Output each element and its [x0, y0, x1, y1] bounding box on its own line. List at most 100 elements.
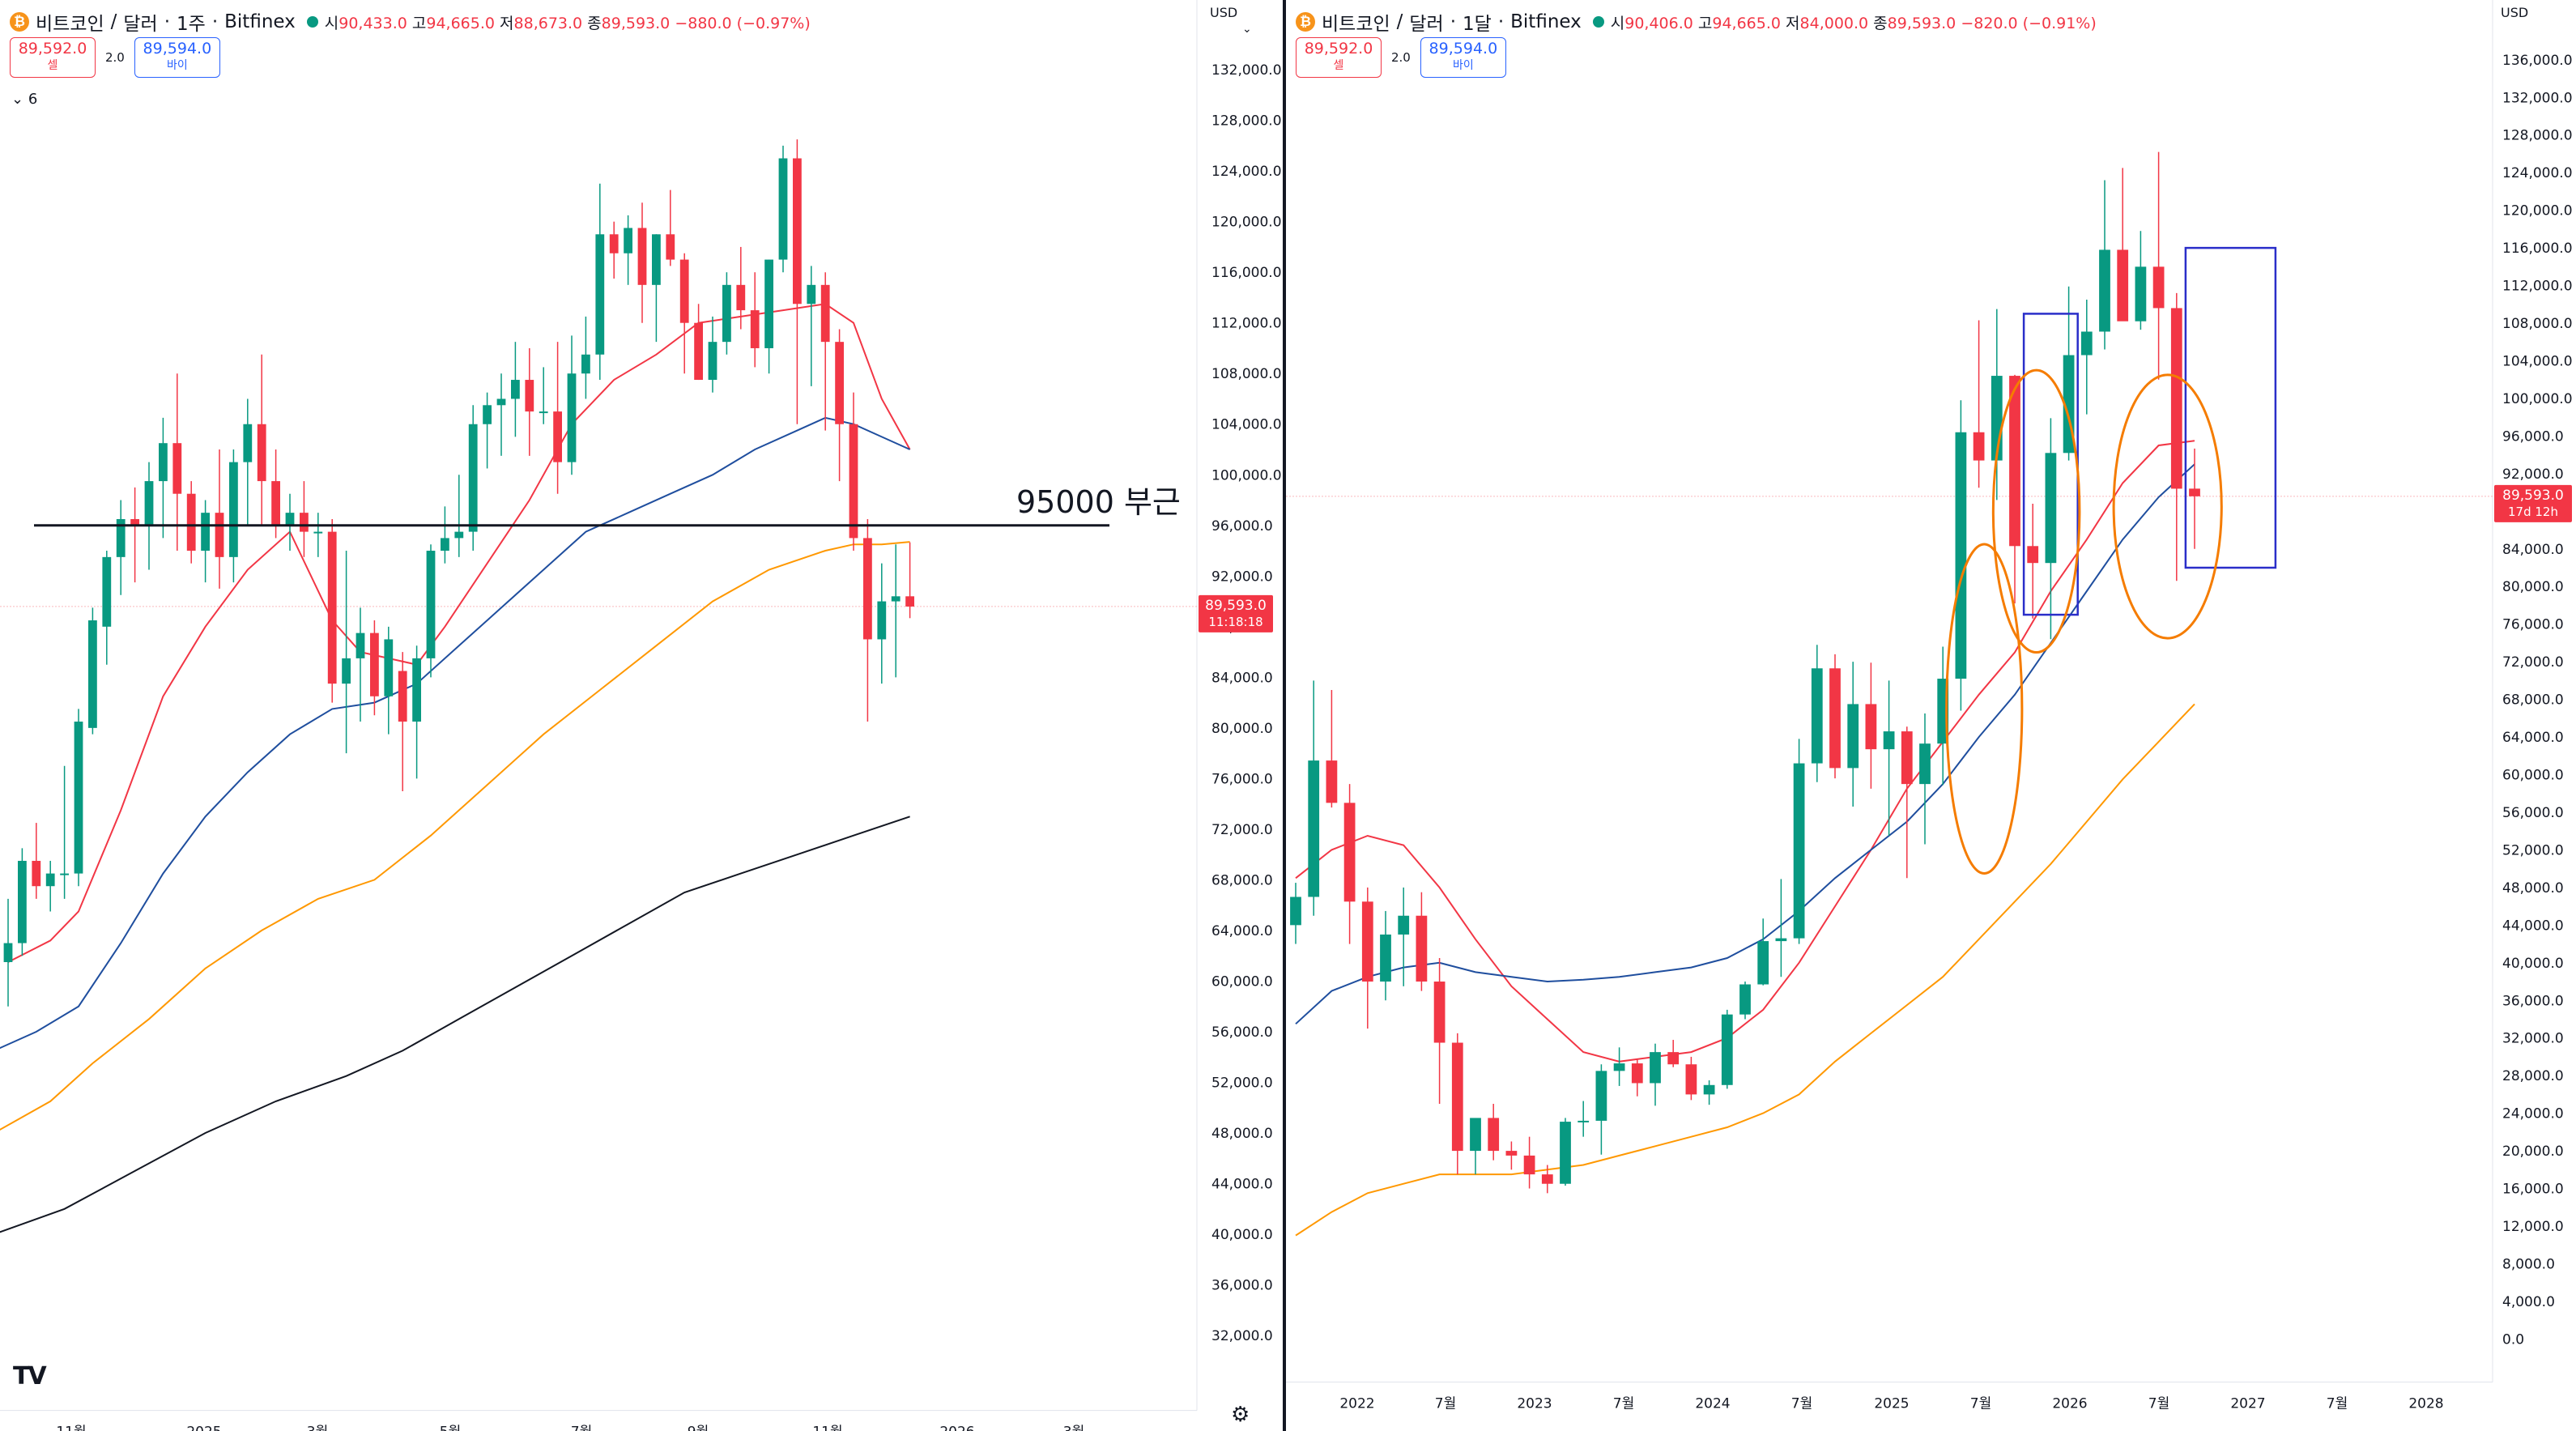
y-tick-label: 8,000.0: [2502, 1256, 2555, 1272]
y-tick-label: 36,000.0: [2502, 993, 2564, 1009]
y-tick-label: 20,000.0: [2502, 1144, 2564, 1160]
weekly-chart[interactable]: 132,000.0 128,000.0 124,000.0 120,000.0 116,…: [0, 0, 1283, 1431]
sell-button[interactable]: 89,592.0 셀: [1296, 37, 1382, 78]
currency-selector[interactable]: USD: [2501, 5, 2529, 20]
bitcoin-icon: ₿: [1296, 12, 1315, 32]
indicators-toggle[interactable]: ⌄ 6: [11, 91, 37, 108]
candle-body: [2027, 546, 2039, 564]
support-line-annotation: 95000 부근: [1016, 484, 1181, 520]
candle-body: [384, 639, 394, 696]
y-tick-label: 40,000.0: [1211, 1227, 1273, 1243]
panel-divider[interactable]: [1283, 0, 1286, 1431]
y-tick-label: 120,000.0: [1211, 215, 1282, 231]
candle-body: [764, 259, 773, 348]
candle-body: [891, 596, 901, 602]
candle-body: [1523, 1155, 1535, 1175]
candle-body: [1685, 1064, 1697, 1095]
y-tick-label: 56,000.0: [1211, 1024, 1273, 1041]
buy-button[interactable]: 89,594.0 바이: [1420, 37, 1506, 78]
moving-average-line-4: [0, 816, 910, 1233]
candle-body: [3, 943, 13, 963]
candle-body: [1829, 668, 1841, 769]
candle-body: [300, 513, 309, 532]
y-tick-label: 92,000.0: [2502, 466, 2564, 483]
monthly-chart-panel[interactable]: 136,000.0 132,000.0 128,000.0 124,000.0 120,…: [1286, 0, 2576, 1431]
monthly-chart[interactable]: 136,000.0 132,000.0 128,000.0 124,000.0 120,…: [1286, 0, 2576, 1431]
tradingview-logo[interactable]: TV: [13, 1362, 47, 1391]
candle-body: [1416, 915, 1428, 982]
y-tick-label: 84,000.0: [1211, 670, 1273, 686]
candle-body: [581, 354, 590, 374]
y-tick-label: 136,000.0: [2502, 53, 2573, 69]
x-tick-label: 2023: [1517, 1396, 1552, 1412]
settings-gear-icon[interactable]: ⚙: [1231, 1403, 1250, 1427]
interval-label[interactable]: 1달: [1463, 14, 1492, 35]
sell-button[interactable]: 89,592.0 셀: [10, 37, 96, 78]
x-tick-label: 5월: [440, 1425, 461, 1431]
quote-name: 달러: [1409, 14, 1444, 35]
candle-body: [1613, 1063, 1625, 1071]
y-tick-label: 60,000.0: [1211, 973, 1273, 990]
weekly-chart-panel[interactable]: 132,000.0 128,000.0 124,000.0 120,000.0 116,…: [0, 0, 1283, 1431]
candle-body: [708, 342, 717, 381]
candle-body: [116, 518, 126, 557]
interval-label[interactable]: 1주: [177, 14, 206, 35]
candle-body: [1488, 1118, 1500, 1152]
moving-average-line-2: [1295, 463, 2195, 1025]
spread-value: 2.0: [105, 50, 125, 65]
exchange-name: Bitfinex: [224, 11, 296, 32]
currency-selector[interactable]: USD ⌄: [1210, 5, 1252, 36]
y-tick-label: 96,000.0: [1211, 518, 1273, 534]
candle-body: [2080, 331, 2093, 356]
candle-body: [441, 538, 449, 552]
candle-body: [1505, 1151, 1518, 1156]
candle-body: [496, 398, 506, 406]
candle-body: [2189, 488, 2200, 496]
price-tag-countdown: 17d 12h: [2508, 505, 2558, 519]
x-tick-label: 2028: [2408, 1396, 2443, 1412]
ohlc-values: 시90,433.0 고94,665.0 저88,673.0 종89,593.0 …: [324, 14, 811, 32]
candle-body: [2099, 249, 2110, 332]
symbol-name[interactable]: 비트코인: [36, 14, 104, 35]
candle-body: [88, 620, 97, 728]
candle-body: [1973, 432, 1985, 461]
y-tick-label: 96,000.0: [2502, 428, 2564, 445]
candle-body: [426, 551, 436, 658]
weekly-trade-buttons: 89,592.0 셀 2.0 89,594.0 바이: [10, 37, 220, 78]
y-tick-label: 124,000.0: [2502, 165, 2573, 181]
x-tick-label: 9월: [688, 1425, 709, 1431]
buy-button[interactable]: 89,594.0 바이: [134, 37, 220, 78]
ohlc-values: 시90,406.0 고94,665.0 저84,000.0 종89,593.0 …: [1610, 14, 2097, 32]
y-tick-label: 72,000.0: [2502, 654, 2564, 671]
exchange-name: Bitfinex: [1510, 11, 1582, 32]
candle-body: [130, 518, 139, 526]
candle-body: [1308, 760, 1320, 897]
y-tick-label: 104,000.0: [2502, 353, 2573, 369]
candle-body: [539, 411, 548, 414]
market-status-dot: [1592, 16, 1604, 28]
x-tick-label: 7월: [1791, 1396, 1812, 1412]
x-tick-label: 3월: [1063, 1425, 1084, 1431]
y-tick-label: 76,000.0: [2502, 617, 2564, 633]
candle-body: [637, 228, 647, 285]
candle-body: [271, 481, 280, 526]
chevron-down-icon: ⌄: [11, 91, 24, 108]
x-tick-label: 7월: [2327, 1396, 2348, 1412]
y-tick-label: 124,000.0: [1211, 164, 1282, 180]
candle-body: [144, 481, 154, 526]
symbol-name[interactable]: 비트코인: [1322, 14, 1390, 35]
candle-body: [313, 531, 323, 534]
candle-body: [863, 538, 872, 640]
y-tick-label: 56,000.0: [2502, 805, 2564, 821]
candle-body: [1650, 1052, 1661, 1084]
y-tick-label: 76,000.0: [1211, 771, 1273, 787]
moving-average-line-1: [7, 303, 911, 963]
candle-body: [1901, 731, 1913, 785]
x-tick-label: 2025: [186, 1425, 221, 1431]
candle-body: [1361, 901, 1373, 982]
candle-body: [1919, 743, 1931, 785]
candle-body: [1560, 1122, 1571, 1184]
quote-name: 달러: [123, 14, 158, 35]
candle-body: [201, 513, 210, 552]
moving-average-line-3: [1295, 703, 2195, 1237]
